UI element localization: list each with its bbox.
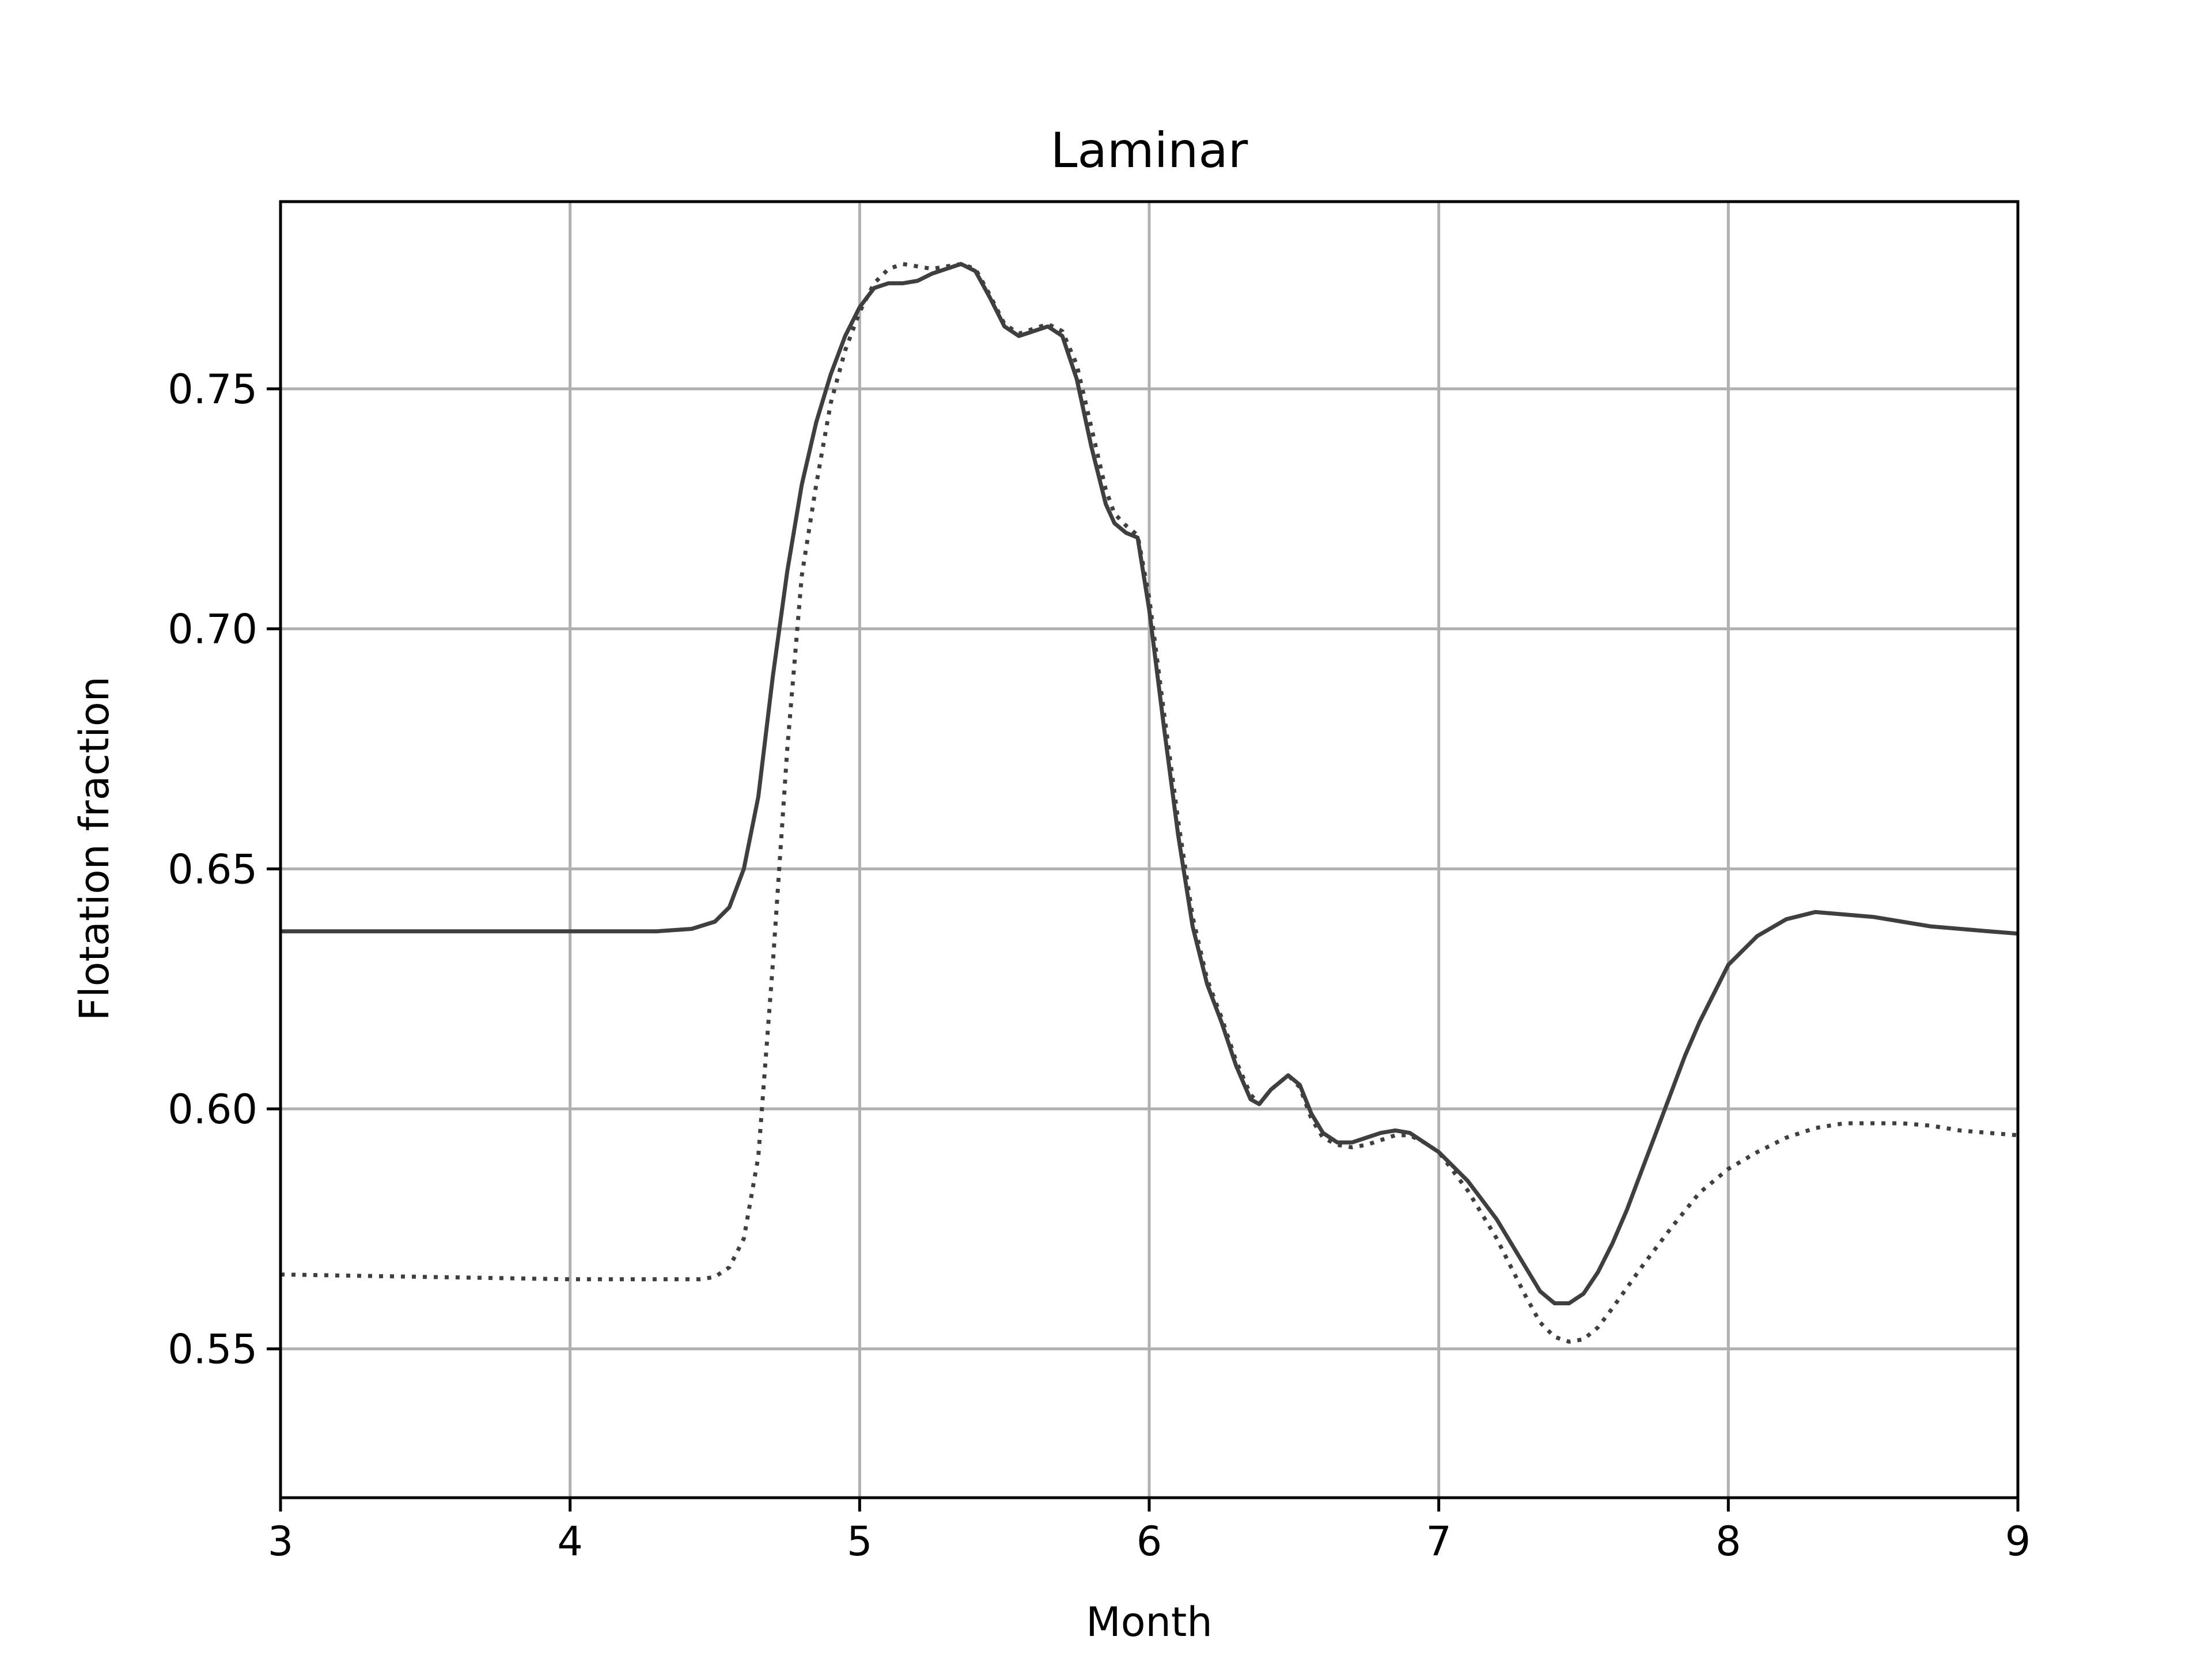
x-tick-label: 7 (1426, 1518, 1452, 1565)
x-axis-label: Month (1086, 1599, 1212, 1646)
x-axis-ticks: 3 4 5 6 7 8 9 (268, 1498, 2031, 1565)
y-axis-label: Flotation fraction (71, 676, 118, 1021)
x-tick-label: 8 (1715, 1518, 1741, 1565)
dotted-series-line (280, 262, 2018, 1344)
x-tick-label: 4 (557, 1518, 583, 1565)
y-tick-label: 0.55 (168, 1326, 257, 1373)
x-tick-label: 3 (268, 1518, 294, 1565)
y-tick-label: 0.75 (168, 366, 257, 413)
x-tick-label: 9 (2005, 1518, 2031, 1565)
series-lines (280, 262, 2018, 1344)
x-tick-label: 6 (1137, 1518, 1162, 1565)
x-tick-label: 5 (847, 1518, 873, 1565)
y-axis-ticks: 0.55 0.60 0.65 0.70 0.75 (168, 366, 281, 1373)
y-tick-label: 0.60 (168, 1086, 257, 1133)
y-tick-label: 0.70 (168, 606, 257, 653)
solid-series-line (281, 262, 2018, 1305)
y-tick-label: 0.65 (168, 846, 257, 893)
chart-title: Laminar (1051, 122, 1248, 179)
grid (279, 202, 2020, 1498)
